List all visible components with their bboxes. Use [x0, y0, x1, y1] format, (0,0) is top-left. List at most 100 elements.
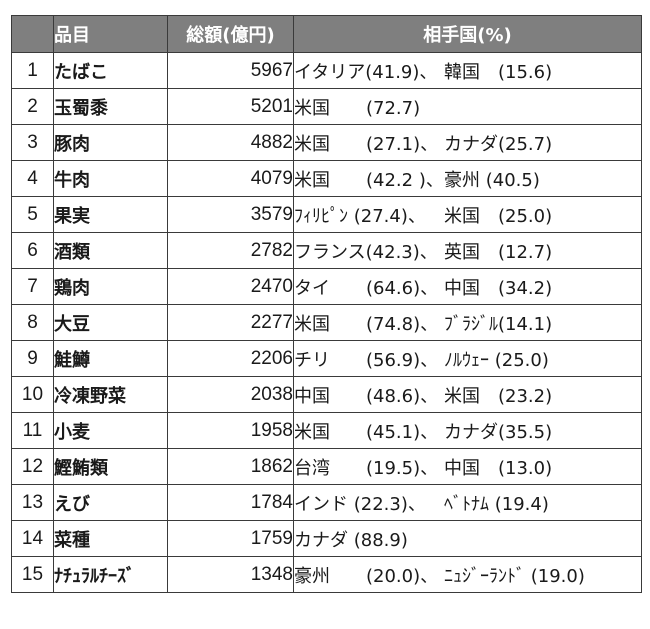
partner-primary: イタリア(41.9)、 [294, 61, 438, 83]
table-row: 2 玉蜀黍 5201 米国 (72.7) [11, 88, 642, 125]
partner-secondary: ﾍﾞﾄﾅﾑ (19.4) [444, 493, 549, 515]
item-cell: 冷凍野菜 [53, 376, 168, 413]
header-total: 総額(億円) [167, 15, 294, 53]
rank-cell: 12 [11, 448, 54, 485]
partner-secondary: カナダ(25.7) [444, 133, 553, 155]
table-row: 12 鰹鮪類 1862 台湾 (19.5)、 中国 (13.0) [11, 448, 642, 485]
item-cell: 豚肉 [53, 124, 168, 161]
table-row: 11 小麦 1958 米国 (45.1)、 カナダ(35.5) [11, 412, 642, 449]
partner-secondary: カナダ(35.5) [444, 421, 553, 443]
partners-cell: 米国 (45.1)、 カナダ(35.5) [293, 412, 642, 449]
partners-cell: 中国 (48.6)、 米国 (23.2) [293, 376, 642, 413]
item-cell: 果実 [53, 196, 168, 233]
partner-secondary: 中国 (34.2) [444, 277, 553, 299]
table-row: 4 牛肉 4079 米国 (42.2 )、豪州 (40.5) [11, 160, 642, 197]
partners-cell: 米国 (27.1)、 カナダ(25.7) [293, 124, 642, 161]
rank-cell: 10 [11, 376, 54, 413]
rank-cell: 3 [11, 124, 54, 161]
partner-primary: タイ (64.6)、 [294, 277, 439, 299]
partner-primary: 米国 (74.8)、 [294, 313, 439, 335]
rank-cell: 1 [11, 52, 54, 89]
header-partners: 相手国(%) [293, 15, 642, 53]
partner-primary: カナダ (88.9) [294, 529, 408, 551]
table-row: 6 酒類 2782 フランス(42.3)、 英国 (12.7) [11, 232, 642, 269]
header-rank [11, 15, 54, 53]
rank-cell: 14 [11, 520, 54, 557]
partner-secondary: 米国 (23.2) [444, 385, 553, 407]
total-cell: 1759 [167, 520, 294, 557]
partners-cell: フランス(42.3)、 英国 (12.7) [293, 232, 642, 269]
partners-cell: 台湾 (19.5)、 中国 (13.0) [293, 448, 642, 485]
rank-cell: 15 [11, 556, 54, 593]
rank-cell: 8 [11, 304, 54, 341]
total-cell: 2206 [167, 340, 294, 377]
partner-primary: 米国 (45.1)、 [294, 421, 439, 443]
item-cell: 鶏肉 [53, 268, 168, 305]
table-row: 1 たばこ 5967 イタリア(41.9)、 韓国 (15.6) [11, 52, 642, 89]
partner-primary: 米国 (42.2 )、 [294, 169, 444, 191]
table-row: 13 えび 1784 インド (22.3)、 ﾍﾞﾄﾅﾑ (19.4) [11, 484, 642, 521]
table-row: 5 果実 3579 ﾌｨﾘﾋﾟﾝ (27.4)、 米国 (25.0) [11, 196, 642, 233]
partner-primary: 台湾 (19.5)、 [294, 457, 439, 479]
partner-primary: インド (22.3)、 [294, 493, 426, 515]
item-cell: 玉蜀黍 [53, 88, 168, 125]
item-cell: 菜種 [53, 520, 168, 557]
item-cell: えび [53, 484, 168, 521]
table-row: 15 ﾅﾁｭﾗﾙﾁｰｽﾞ 1348 豪州 (20.0)、 ﾆｭｼﾞｰﾗﾝﾄﾞ (19.0… [11, 556, 642, 593]
rank-cell: 9 [11, 340, 54, 377]
item-cell: 鰹鮪類 [53, 448, 168, 485]
partner-secondary: ﾆｭｼﾞｰﾗﾝﾄﾞ (19.0) [444, 565, 585, 587]
partner-primary: チリ (56.9)、 [294, 349, 439, 371]
partners-cell: ﾌｨﾘﾋﾟﾝ (27.4)、 米国 (25.0) [293, 196, 642, 233]
total-cell: 2470 [167, 268, 294, 305]
table-row: 9 鮭鱒 2206 チリ (56.9)、 ﾉﾙｳｪｰ (25.0) [11, 340, 642, 377]
partners-cell: インド (22.3)、 ﾍﾞﾄﾅﾑ (19.4) [293, 484, 642, 521]
rank-cell: 6 [11, 232, 54, 269]
total-cell: 2038 [167, 376, 294, 413]
total-cell: 3579 [167, 196, 294, 233]
partner-primary: 米国 (72.7) [294, 97, 421, 119]
rank-cell: 7 [11, 268, 54, 305]
total-cell: 2277 [167, 304, 294, 341]
total-cell: 5201 [167, 88, 294, 125]
total-cell: 1784 [167, 484, 294, 521]
total-cell: 2782 [167, 232, 294, 269]
rank-cell: 11 [11, 412, 54, 449]
item-cell: 牛肉 [53, 160, 168, 197]
partners-cell: 豪州 (20.0)、 ﾆｭｼﾞｰﾗﾝﾄﾞ (19.0) [293, 556, 642, 593]
rank-cell: 13 [11, 484, 54, 521]
partners-cell: タイ (64.6)、 中国 (34.2) [293, 268, 642, 305]
partners-cell: カナダ (88.9) [293, 520, 642, 557]
item-cell: たばこ [53, 52, 168, 89]
partner-primary: 中国 (48.6)、 [294, 385, 439, 407]
table-row: 8 大豆 2277 米国 (74.8)、 ﾌﾞﾗｼﾞﾙ(14.1) [11, 304, 642, 341]
partner-secondary: 英国 (12.7) [444, 241, 553, 263]
partner-secondary: 米国 (25.0) [444, 205, 553, 227]
table-row: 14 菜種 1759 カナダ (88.9) [11, 520, 642, 557]
partner-secondary: 中国 (13.0) [444, 457, 553, 479]
total-cell: 5967 [167, 52, 294, 89]
partner-secondary: 豪州 (40.5) [444, 169, 540, 191]
item-cell: 酒類 [53, 232, 168, 269]
header-row: 品目 総額(億円) 相手国(%) [11, 15, 642, 53]
total-cell: 1348 [167, 556, 294, 593]
partner-primary: ﾌｨﾘﾋﾟﾝ (27.4)、 [294, 205, 426, 227]
partner-secondary: ﾌﾞﾗｼﾞﾙ(14.1) [444, 313, 553, 335]
item-cell: 小麦 [53, 412, 168, 449]
partner-secondary: 韓国 (15.6) [444, 61, 553, 83]
item-cell: 鮭鱒 [53, 340, 168, 377]
item-cell: ﾅﾁｭﾗﾙﾁｰｽﾞ [53, 556, 168, 593]
total-cell: 4079 [167, 160, 294, 197]
partners-cell: 米国 (72.7) [293, 88, 642, 125]
partners-cell: チリ (56.9)、 ﾉﾙｳｪｰ (25.0) [293, 340, 642, 377]
total-cell: 4882 [167, 124, 294, 161]
partners-cell: 米国 (74.8)、 ﾌﾞﾗｼﾞﾙ(14.1) [293, 304, 642, 341]
total-cell: 1958 [167, 412, 294, 449]
item-cell: 大豆 [53, 304, 168, 341]
rank-cell: 2 [11, 88, 54, 125]
partners-cell: イタリア(41.9)、 韓国 (15.6) [293, 52, 642, 89]
table-row: 10 冷凍野菜 2038 中国 (48.6)、 米国 (23.2) [11, 376, 642, 413]
partners-cell: 米国 (42.2 )、豪州 (40.5) [293, 160, 642, 197]
total-cell: 1862 [167, 448, 294, 485]
table-row: 3 豚肉 4882 米国 (27.1)、 カナダ(25.7) [11, 124, 642, 161]
